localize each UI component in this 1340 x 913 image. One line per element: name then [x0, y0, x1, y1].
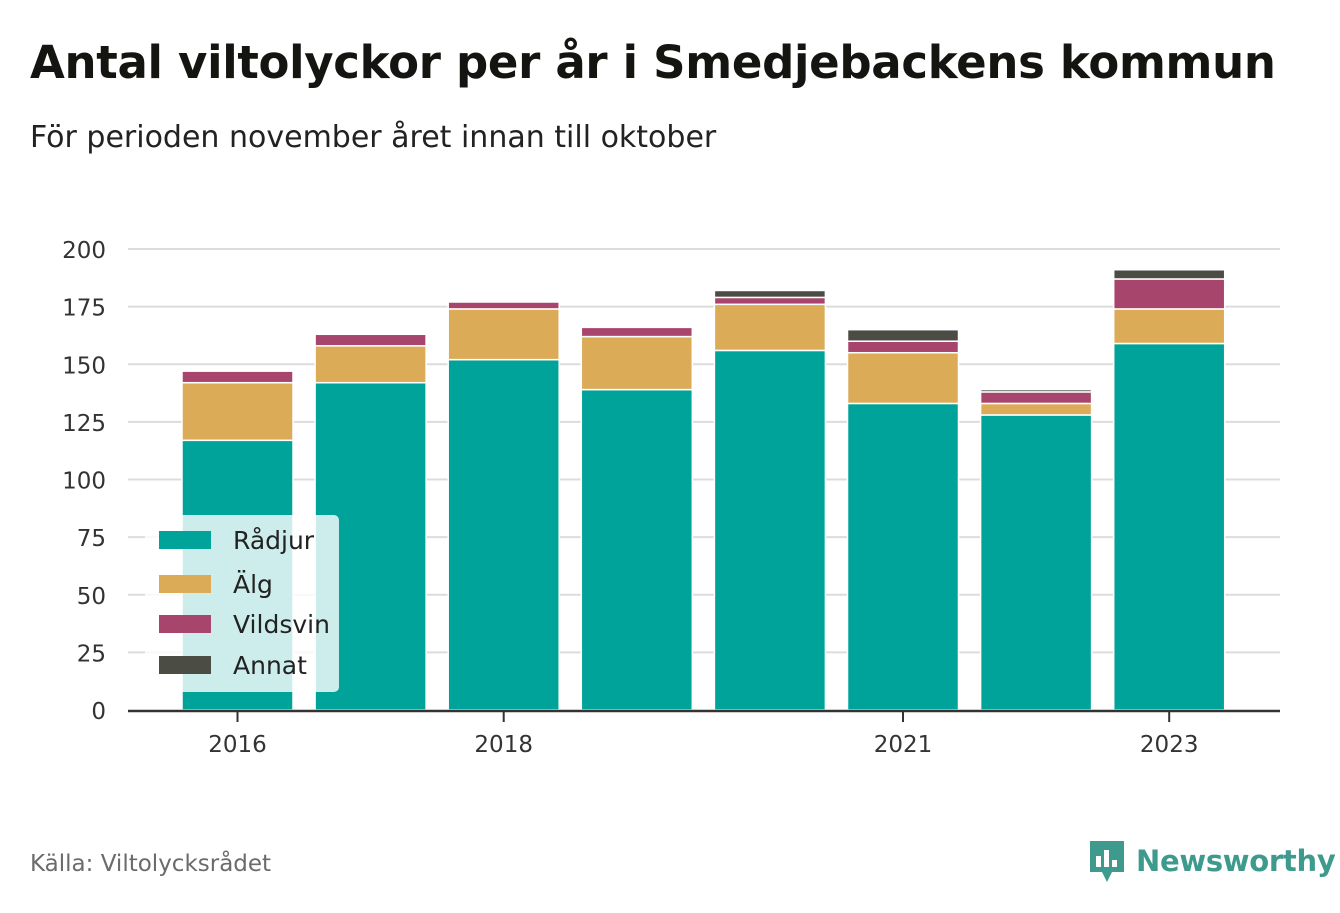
legend-box [145, 515, 339, 692]
legend-swatch [159, 615, 211, 633]
chart-title: Antal viltolyckor per år i Smedjebackens… [30, 36, 1276, 89]
y-tick-label: 75 [77, 526, 106, 552]
bar-segment [713, 289, 827, 299]
bar-segment [979, 402, 1093, 416]
bar-segment [1112, 278, 1226, 310]
legend-label: Vildsvin [233, 610, 330, 639]
bars [181, 268, 1226, 711]
bar-segment [1112, 342, 1226, 711]
legend-label: Rådjur [233, 526, 315, 555]
y-tick-label: 175 [62, 296, 106, 322]
x-tick-label: 2016 [208, 732, 267, 758]
bar-segment [447, 301, 560, 310]
bar-segment [713, 349, 827, 711]
y-tick-label: 50 [77, 584, 106, 610]
bar-segment [846, 351, 960, 405]
x-tick-label: 2018 [474, 732, 533, 758]
y-tick-label: 0 [91, 699, 106, 725]
y-tick-label: 100 [62, 469, 106, 495]
legend-swatch [159, 656, 211, 674]
x-axis-ticks: 2016 2018 2021 2023 [208, 711, 1198, 758]
bar-segment [580, 388, 694, 711]
legend: Rådjur Älg Vildsvin Annat [145, 515, 339, 692]
chart-subtitle: För perioden november året innan till ok… [30, 120, 717, 155]
bar-segment [447, 358, 560, 711]
legend-label: Älg [233, 570, 273, 599]
bar-segment [580, 335, 694, 391]
bar-segment [846, 328, 960, 342]
source-note: Källa: Viltolycksrådet [30, 851, 272, 877]
y-tick-label: 150 [62, 353, 106, 379]
bar-segment [314, 345, 427, 384]
bar-segment [846, 402, 960, 711]
y-tick-label: 200 [62, 238, 106, 264]
x-tick-label: 2023 [1140, 732, 1199, 758]
bar-segment [181, 370, 294, 384]
y-tick-label: 125 [62, 411, 106, 437]
bar-segment [713, 303, 827, 352]
newsworthy-logo-icon [1090, 841, 1124, 882]
bar-segment [1112, 308, 1226, 345]
brand-name: Newsworthy [1136, 844, 1336, 878]
bar-segment [979, 388, 1093, 393]
x-tick-label: 2021 [874, 732, 933, 758]
brand-logo: Newsworthy [1088, 838, 1336, 884]
bar-segment [1112, 268, 1226, 280]
y-tick-label: 25 [77, 641, 106, 667]
bar-segment [580, 326, 694, 338]
legend-swatch [159, 575, 211, 593]
bar-segment [713, 296, 827, 306]
bar-segment [979, 414, 1093, 711]
legend-label: Annat [233, 651, 307, 680]
legend-swatch [159, 531, 211, 549]
bar-segment [979, 391, 1093, 405]
bar-segment [846, 340, 960, 354]
bar-segment [181, 381, 294, 442]
y-axis-ticks: 0 25 50 75 100 125 150 175 200 [62, 238, 106, 725]
bar-segment [314, 333, 427, 347]
bar-segment [447, 308, 560, 361]
